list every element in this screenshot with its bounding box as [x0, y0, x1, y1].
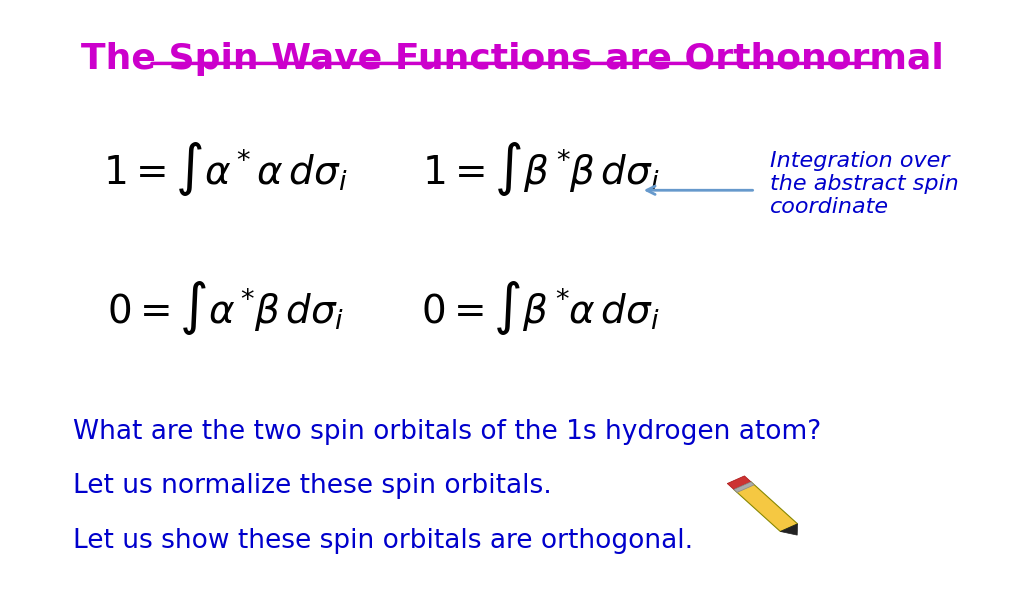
Text: $1 = \int\alpha^*\alpha \, d\sigma_i$: $1 = \int\alpha^*\alpha \, d\sigma_i$	[103, 140, 348, 198]
Polygon shape	[734, 482, 755, 492]
Text: Integration over
the abstract spin
coordinate: Integration over the abstract spin coord…	[770, 151, 958, 217]
Text: Let us normalize these spin orbitals.: Let us normalize these spin orbitals.	[73, 473, 552, 500]
Text: Let us show these spin orbitals are orthogonal.: Let us show these spin orbitals are orth…	[73, 527, 693, 554]
Text: The Spin Wave Functions are Orthonormal: The Spin Wave Functions are Orthonormal	[81, 42, 943, 76]
Text: $1 = \int\beta^*\!\beta \, d\sigma_i$: $1 = \int\beta^*\!\beta \, d\sigma_i$	[422, 140, 659, 198]
Polygon shape	[734, 482, 798, 532]
Polygon shape	[727, 476, 751, 489]
Text: $0 = \int\beta^*\!\alpha \, d\sigma_i$: $0 = \int\beta^*\!\alpha \, d\sigma_i$	[422, 279, 659, 337]
Polygon shape	[780, 524, 798, 535]
Text: $0 = \int\alpha^*\!\beta \, d\sigma_i$: $0 = \int\alpha^*\!\beta \, d\sigma_i$	[106, 279, 344, 337]
Text: What are the two spin orbitals of the 1s hydrogen atom?: What are the two spin orbitals of the 1s…	[73, 419, 821, 445]
